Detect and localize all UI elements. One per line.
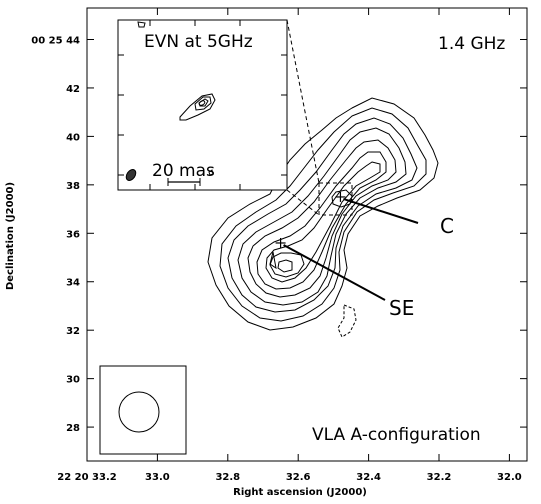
plot-frame: [86, 7, 528, 462]
beam-box: [99, 365, 187, 455]
y-tick-label-5: 34: [66, 278, 80, 289]
inset-beam: [125, 169, 137, 181]
x-axis-ticks: 22 20 33.2 33.0 32.8 32.6 32.4 32.2 32.0: [57, 8, 522, 483]
contour-level-6: [256, 151, 387, 290]
contour-se-peak: [269, 251, 277, 270]
y-tick-label-6: 32: [66, 326, 80, 337]
inset-contours: [137, 21, 216, 176]
y-tick-label-2: 40: [66, 132, 80, 143]
y-axis-label: Declination (J2000): [5, 182, 16, 290]
inset-title: EVN at 5GHz: [144, 32, 253, 52]
beam-ellipse: [118, 391, 160, 433]
y-tick-label-3: 38: [66, 181, 80, 192]
evn-inset: EVN at 5GHz 20 mas: [117, 19, 288, 191]
contour-level-9: [277, 259, 293, 273]
inset-contour-1: [179, 93, 216, 121]
x-tick-label-3: 32.6: [286, 472, 311, 483]
contour-level-3: [227, 117, 418, 313]
contour-core-c: [331, 189, 353, 208]
x-tick-label-2: 32.8: [215, 472, 240, 483]
x-tick-label-0: 22 20 33.2: [57, 472, 117, 483]
scale-bar-label: 20 mas: [152, 161, 215, 181]
inset-contour-2: [194, 96, 212, 111]
inset-contour-small: [208, 169, 214, 176]
component-markers: C SE: [275, 191, 454, 320]
zoom-box: [318, 182, 353, 216]
y-tick-label-1: 42: [66, 84, 80, 95]
inset-ticks: [118, 20, 287, 190]
frequency-label: 1.4 GHz: [438, 34, 505, 54]
x-tick-label-5: 32.2: [427, 472, 452, 483]
y-tick-label-0: 00 25 44: [31, 35, 80, 46]
x-axis-label: Right ascension (J2000): [233, 487, 367, 498]
configuration-label: VLA A-configuration: [312, 425, 481, 445]
y-tick-label-8: 28: [66, 423, 80, 434]
component-label-se: SE: [389, 296, 414, 320]
y-tick-label-4: 36: [66, 229, 80, 240]
y-tick-label-7: 30: [66, 375, 80, 386]
contour-level-5: [247, 139, 397, 298]
inset-contour-4: [198, 100, 206, 106]
contour-level-2: [219, 107, 427, 322]
contour-level-8: [269, 252, 305, 278]
y-axis-ticks: 00 25 44 42 40 38 36 34 32 30 28: [31, 35, 527, 434]
pointer-se: [283, 244, 386, 301]
contour-level-4: [237, 127, 407, 306]
x-tick-label-1: 33.0: [145, 472, 170, 483]
pointer-c: [343, 198, 419, 224]
component-label-c: C: [440, 214, 454, 238]
x-tick-label-6: 32.0: [497, 472, 522, 483]
negative-contour: [337, 304, 357, 338]
inset-contour-edge: [137, 21, 146, 28]
contour-level-7: [265, 161, 381, 283]
x-tick-label-4: 32.4: [356, 472, 381, 483]
